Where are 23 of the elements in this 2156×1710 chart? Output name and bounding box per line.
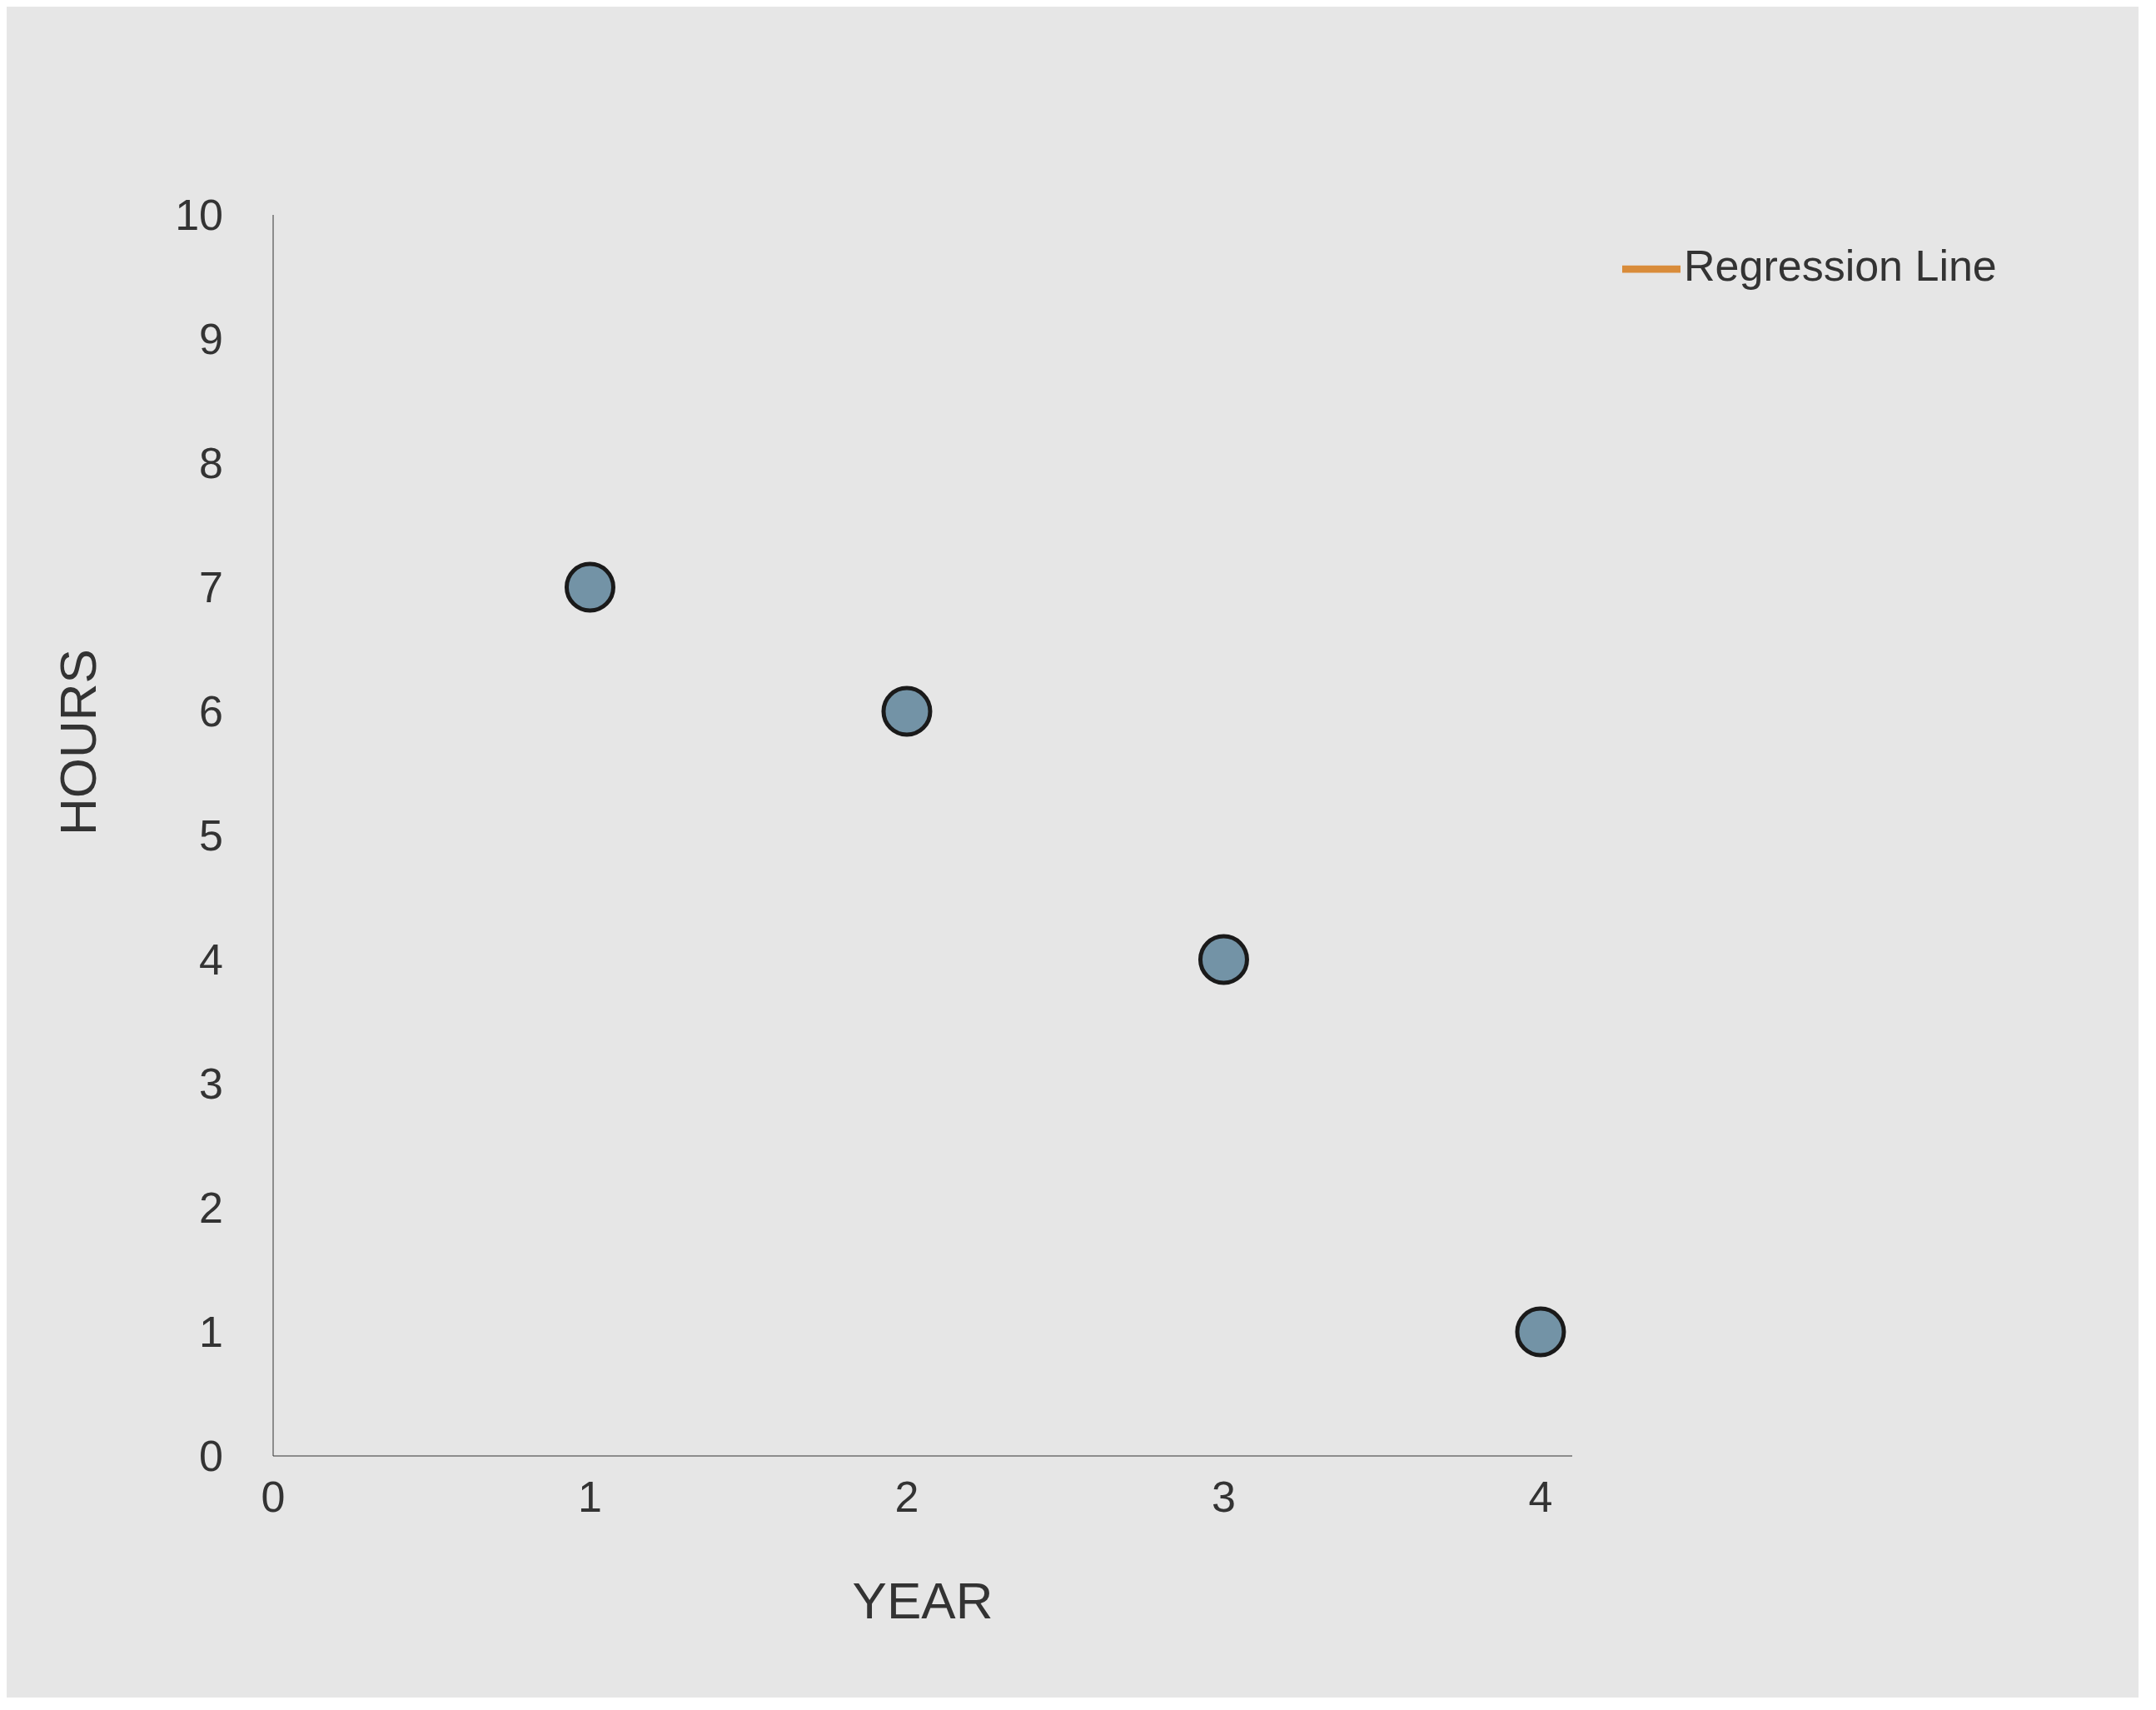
y-tick-label: 0 xyxy=(199,1432,223,1481)
point xyxy=(1198,934,1249,985)
y-tick-label: 7 xyxy=(199,563,223,612)
legend-label: Regression Line xyxy=(1684,241,1997,290)
y-axis-title: HOURS xyxy=(49,649,107,835)
y-tick-label: 3 xyxy=(199,1059,223,1109)
x-tick-label: 2 xyxy=(894,1472,919,1521)
y-tick-label: 1 xyxy=(199,1308,223,1357)
y-tick-label: 4 xyxy=(199,935,223,985)
point xyxy=(881,685,933,737)
y-tick-label: 5 xyxy=(199,811,223,860)
x-tick-label: 4 xyxy=(1528,1472,1553,1521)
point xyxy=(1515,1306,1566,1358)
x-tick-label: 3 xyxy=(1212,1472,1236,1521)
y-tick-label: 8 xyxy=(199,439,223,488)
x-tick-label: 1 xyxy=(578,1472,602,1521)
y-tick-label: 10 xyxy=(175,191,223,240)
point xyxy=(564,561,615,613)
y-tick-label: 2 xyxy=(199,1184,223,1233)
y-tick-label: 9 xyxy=(199,315,223,364)
x-axis-title: YEAR xyxy=(852,1572,993,1629)
y-tick-label: 6 xyxy=(199,687,223,736)
x-tick-label: 0 xyxy=(261,1472,286,1521)
